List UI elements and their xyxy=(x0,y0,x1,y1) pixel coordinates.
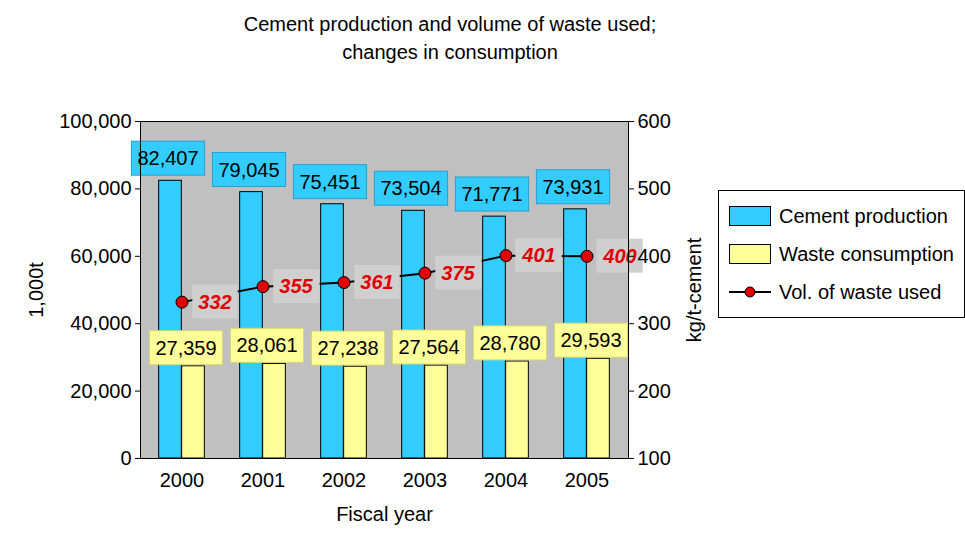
svg-text:73,931: 73,931 xyxy=(542,176,603,198)
svg-text:28,780: 28,780 xyxy=(479,332,540,354)
svg-text:2003: 2003 xyxy=(403,469,448,491)
svg-text:100: 100 xyxy=(638,447,671,469)
svg-text:kg/t-cement: kg/t-cement xyxy=(683,237,705,342)
svg-text:500: 500 xyxy=(638,177,671,199)
svg-text:82,407: 82,407 xyxy=(137,147,198,169)
svg-text:60,000: 60,000 xyxy=(70,245,131,267)
svg-text:27,359: 27,359 xyxy=(155,337,216,359)
svg-text:2000: 2000 xyxy=(160,469,205,491)
svg-text:355: 355 xyxy=(279,275,313,297)
html-text:Waste consumption: Waste consumption xyxy=(779,242,954,265)
svg-text:20,000: 20,000 xyxy=(70,380,131,402)
svg-text:27,238: 27,238 xyxy=(317,337,378,359)
svg-text:200: 200 xyxy=(638,380,671,402)
svg-text:375: 375 xyxy=(441,262,475,284)
svg-text:2004: 2004 xyxy=(484,469,529,491)
svg-text:2001: 2001 xyxy=(241,469,286,491)
svg-text:100,000: 100,000 xyxy=(59,110,131,132)
html-text:Cement production: Cement production xyxy=(779,204,948,227)
svg-text:28,061: 28,061 xyxy=(236,334,297,356)
html-text:Cement production and volume o: Cement production and volume of waste us… xyxy=(243,13,657,35)
svg-text:79,045: 79,045 xyxy=(218,159,279,181)
svg-text:2002: 2002 xyxy=(322,469,367,491)
svg-text:75,451: 75,451 xyxy=(299,171,360,193)
svg-text:300: 300 xyxy=(638,312,671,334)
svg-text:73,504: 73,504 xyxy=(380,177,441,199)
svg-text:Fiscal year: Fiscal year xyxy=(336,503,433,525)
html-text:Vol. of waste used: Vol. of waste used xyxy=(779,280,942,303)
svg-text:29,593: 29,593 xyxy=(560,329,621,351)
svg-text:401: 401 xyxy=(521,244,555,266)
svg-text:361: 361 xyxy=(360,271,393,293)
svg-text:400: 400 xyxy=(638,245,671,267)
svg-text:0: 0 xyxy=(120,447,131,469)
html-text:changes in consumption: changes in consumption xyxy=(342,41,558,63)
svg-text:80,000: 80,000 xyxy=(70,177,131,199)
svg-text:40,000: 40,000 xyxy=(70,312,131,334)
svg-text:71,771: 71,771 xyxy=(461,183,522,205)
svg-text:332: 332 xyxy=(198,291,231,313)
svg-text:27,564: 27,564 xyxy=(398,336,459,358)
svg-text:600: 600 xyxy=(638,110,671,132)
svg-text:2005: 2005 xyxy=(565,469,610,491)
svg-text:400: 400 xyxy=(602,245,636,267)
svg-text:1,000t: 1,000t xyxy=(25,262,47,318)
